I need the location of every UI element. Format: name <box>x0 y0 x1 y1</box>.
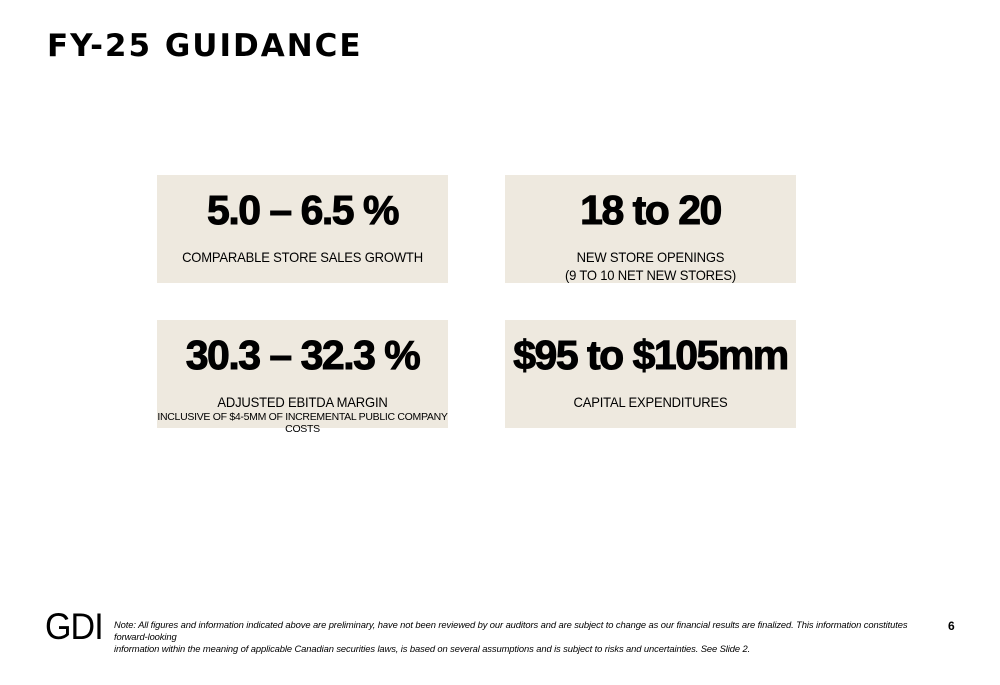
card-metric: 18 to 20 <box>580 187 723 233</box>
page-number: 6 <box>948 619 955 633</box>
footer-note-line: Note: All figures and information indica… <box>114 619 908 642</box>
footer-note: Note: All figures and information indica… <box>114 619 924 655</box>
guidance-card-capex: $95 to $105mm CAPITAL EXPENDITURES <box>505 320 796 428</box>
card-sublabel: (9 TO 10 NET NEW STORES) <box>564 267 737 283</box>
footer-note-line: information within the meaning of applic… <box>114 643 751 654</box>
card-label: NEW STORE OPENINGS <box>576 249 725 265</box>
page-title: FY-25 GUIDANCE <box>47 28 363 64</box>
guidance-card-ebitda-margin: 30.3 – 32.3 % ADJUSTED EBITDA MARGIN INC… <box>157 320 448 435</box>
card-label: COMPARABLE STORE SALES GROWTH <box>182 249 423 265</box>
card-metric: 5.0 – 6.5 % <box>207 187 400 233</box>
guidance-card-comparable-sales: 5.0 – 6.5 % COMPARABLE STORE SALES GROWT… <box>157 175 448 283</box>
card-sublabel: INCLUSIVE OF $4-5MM OF INCREMENTAL PUBLI… <box>157 411 448 435</box>
card-metric: $95 to $105mm <box>513 332 790 378</box>
card-label: CAPITAL EXPENDITURES <box>573 394 728 410</box>
card-metric: 30.3 – 32.3 % <box>185 332 421 378</box>
gdi-logo: GDI <box>45 606 104 647</box>
guidance-card-new-stores: 18 to 20 NEW STORE OPENINGS (9 TO 10 NET… <box>505 175 796 283</box>
card-label: ADJUSTED EBITDA MARGIN <box>217 394 388 410</box>
